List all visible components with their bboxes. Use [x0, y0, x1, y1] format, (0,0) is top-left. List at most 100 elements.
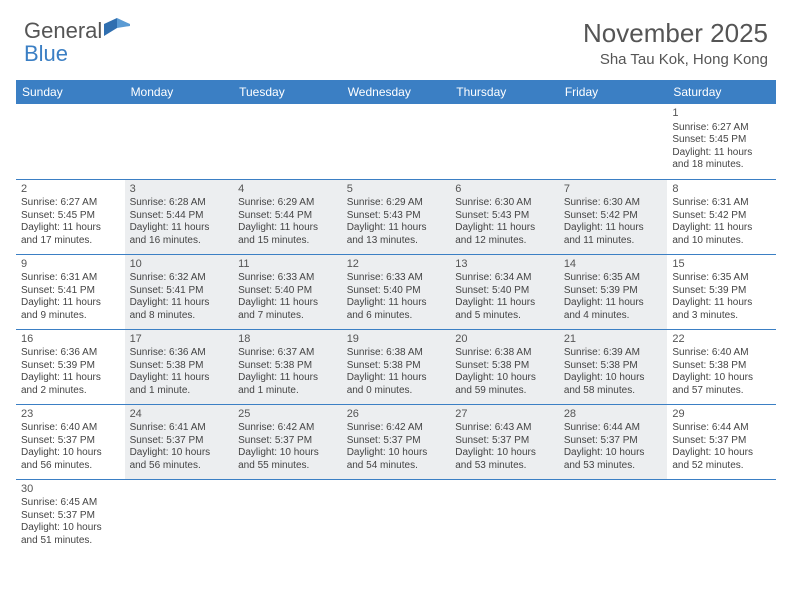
sunset-text: Sunset: 5:37 PM — [238, 435, 337, 448]
sunset-text: Sunset: 5:37 PM — [347, 435, 446, 448]
calendar-table: SundayMondayTuesdayWednesdayThursdayFrid… — [16, 80, 776, 554]
day-number: 23 — [21, 408, 120, 422]
daylight-text: and 12 minutes. — [455, 235, 554, 248]
day-cell: 5Sunrise: 6:29 AMSunset: 5:43 PMDaylight… — [342, 179, 451, 254]
daylight-text: Daylight: 10 hours — [130, 447, 229, 460]
daylight-text: and 5 minutes. — [455, 310, 554, 323]
daylight-text: Daylight: 11 hours — [130, 222, 229, 235]
daylight-text: Daylight: 10 hours — [672, 447, 771, 460]
sunrise-text: Sunrise: 6:27 AM — [21, 197, 120, 210]
sunset-text: Sunset: 5:41 PM — [21, 285, 120, 298]
day-cell: 3Sunrise: 6:28 AMSunset: 5:44 PMDaylight… — [125, 179, 234, 254]
day-cell: 26Sunrise: 6:42 AMSunset: 5:37 PMDayligh… — [342, 404, 451, 479]
day-number: 13 — [455, 258, 554, 272]
sunset-text: Sunset: 5:38 PM — [564, 360, 663, 373]
daylight-text: and 11 minutes. — [564, 235, 663, 248]
day-cell: 24Sunrise: 6:41 AMSunset: 5:37 PMDayligh… — [125, 404, 234, 479]
sunset-text: Sunset: 5:37 PM — [21, 435, 120, 448]
daylight-text: Daylight: 10 hours — [21, 447, 120, 460]
day-cell: 9Sunrise: 6:31 AMSunset: 5:41 PMDaylight… — [16, 254, 125, 329]
sunrise-text: Sunrise: 6:35 AM — [672, 272, 771, 285]
calendar-body: 1 Sunrise: 6:27 AM Sunset: 5:45 PM Daylight… — [16, 104, 776, 554]
day-number: 19 — [347, 333, 446, 347]
day-header: Saturday — [667, 80, 776, 104]
sunset-text: Sunset: 5:40 PM — [238, 285, 337, 298]
day-cell: 23Sunrise: 6:40 AMSunset: 5:37 PMDayligh… — [16, 404, 125, 479]
day-number: 6 — [455, 183, 554, 197]
calendar-week-row: 9Sunrise: 6:31 AMSunset: 5:41 PMDaylight… — [16, 254, 776, 329]
sunrise-text: Sunrise: 6:40 AM — [21, 422, 120, 435]
day-cell: 17Sunrise: 6:36 AMSunset: 5:38 PMDayligh… — [125, 329, 234, 404]
sunrise-text: Sunrise: 6:44 AM — [672, 422, 771, 435]
sunset-text: Sunset: 5:43 PM — [347, 210, 446, 223]
sunset-text: Sunset: 5:37 PM — [21, 510, 120, 523]
day-number: 18 — [238, 333, 337, 347]
day-number: 15 — [672, 258, 771, 272]
daylight-text: and 18 minutes. — [672, 159, 771, 172]
sunset-text: Sunset: 5:38 PM — [455, 360, 554, 373]
empty-cell — [559, 104, 668, 179]
calendar-week-row: 1Sunrise: 6:27 AMSunset: 5:45 PMDaylight… — [16, 104, 776, 179]
header: General Blue November 2025 Sha Tau Kok, … — [0, 0, 792, 74]
day-cell: 4Sunrise: 6:29 AMSunset: 5:44 PMDaylight… — [233, 179, 342, 254]
empty-cell — [125, 104, 234, 179]
sunrise-text: Sunrise: 6:39 AM — [564, 347, 663, 360]
day-cell: 28Sunrise: 6:44 AMSunset: 5:37 PMDayligh… — [559, 404, 668, 479]
day-cell: 14Sunrise: 6:35 AMSunset: 5:39 PMDayligh… — [559, 254, 668, 329]
day-cell: 10Sunrise: 6:32 AMSunset: 5:41 PMDayligh… — [125, 254, 234, 329]
daylight-text: Daylight: 10 hours — [455, 447, 554, 460]
sunrise-text: Sunrise: 6:29 AM — [238, 197, 337, 210]
daylight-text: Daylight: 11 hours — [455, 222, 554, 235]
sunset-text: Sunset: 5:40 PM — [347, 285, 446, 298]
day-number: 8 — [672, 183, 771, 197]
daylight-text: Daylight: 11 hours — [238, 297, 337, 310]
empty-cell — [450, 104, 559, 179]
sunset-text: Sunset: 5:42 PM — [564, 210, 663, 223]
empty-cell — [233, 479, 342, 554]
sunset-text: Sunset: 5:42 PM — [672, 210, 771, 223]
day-number: 22 — [672, 333, 771, 347]
calendar-week-row: 23Sunrise: 6:40 AMSunset: 5:37 PMDayligh… — [16, 404, 776, 479]
sunrise-text: Sunrise: 6:30 AM — [455, 197, 554, 210]
sunset-text: Sunset: 5:38 PM — [672, 360, 771, 373]
day-number: 21 — [564, 333, 663, 347]
sunrise-text: Sunrise: 6:36 AM — [21, 347, 120, 360]
sunset-text: Sunset: 5:37 PM — [672, 435, 771, 448]
daylight-text: and 56 minutes. — [21, 460, 120, 473]
sunrise-text: Sunrise: 6:29 AM — [347, 197, 446, 210]
day-number: 4 — [238, 183, 337, 197]
daylight-text: and 53 minutes. — [564, 460, 663, 473]
daylight-text: Daylight: 11 hours — [347, 297, 446, 310]
flag-icon — [104, 18, 130, 36]
empty-cell — [16, 104, 125, 179]
day-cell: 22Sunrise: 6:40 AMSunset: 5:38 PMDayligh… — [667, 329, 776, 404]
day-number: 12 — [347, 258, 446, 272]
sunset-text: Sunset: 5:39 PM — [672, 285, 771, 298]
daylight-text: Daylight: 11 hours — [238, 222, 337, 235]
sunrise-text: Sunrise: 6:30 AM — [564, 197, 663, 210]
day-number: 9 — [21, 258, 120, 272]
daylight-text: Daylight: 11 hours — [455, 297, 554, 310]
daylight-text: and 51 minutes. — [21, 535, 120, 548]
daylight-text: Daylight: 11 hours — [21, 297, 120, 310]
sunrise-text: Sunrise: 6:42 AM — [347, 422, 446, 435]
sunrise-text: Sunrise: 6:36 AM — [130, 347, 229, 360]
sunset-text: Sunset: 5:45 PM — [672, 134, 771, 147]
day-cell: 20Sunrise: 6:38 AMSunset: 5:38 PMDayligh… — [450, 329, 559, 404]
sunrise-text: Sunrise: 6:38 AM — [455, 347, 554, 360]
day-number: 1 — [672, 107, 771, 121]
day-cell: 11Sunrise: 6:33 AMSunset: 5:40 PMDayligh… — [233, 254, 342, 329]
month-title: November 2025 — [583, 18, 768, 49]
daylight-text: and 56 minutes. — [130, 460, 229, 473]
day-number: 27 — [455, 408, 554, 422]
sunrise-text: Sunrise: 6:31 AM — [21, 272, 120, 285]
daylight-text: and 9 minutes. — [21, 310, 120, 323]
sunset-text: Sunset: 5:39 PM — [21, 360, 120, 373]
day-number: 7 — [564, 183, 663, 197]
daylight-text: Daylight: 11 hours — [672, 297, 771, 310]
calendar-week-row: 2Sunrise: 6:27 AMSunset: 5:45 PMDaylight… — [16, 179, 776, 254]
sunrise-text: Sunrise: 6:32 AM — [130, 272, 229, 285]
daylight-text: and 13 minutes. — [347, 235, 446, 248]
day-cell: 2Sunrise: 6:27 AMSunset: 5:45 PMDaylight… — [16, 179, 125, 254]
daylight-text: and 1 minute. — [130, 385, 229, 398]
